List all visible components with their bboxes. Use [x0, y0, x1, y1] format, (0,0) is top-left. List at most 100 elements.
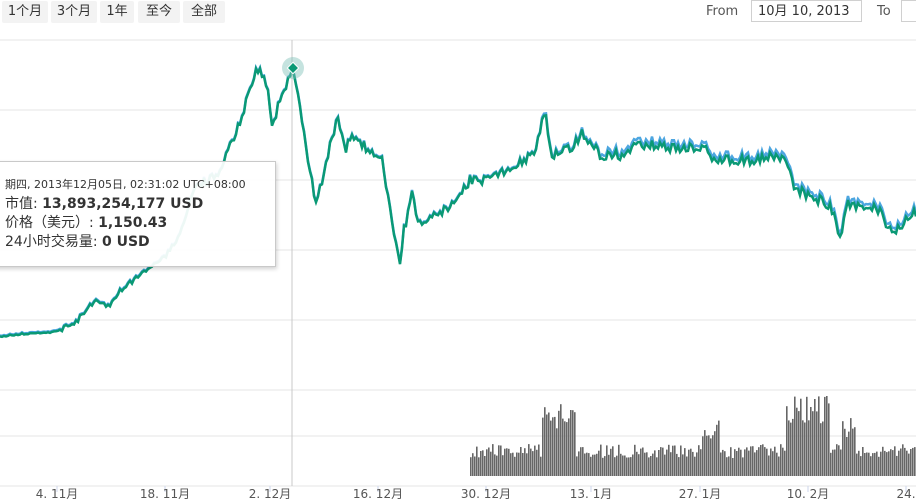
- volume-bar: [580, 447, 582, 476]
- volume-bar: [604, 456, 606, 476]
- range-button-2[interactable]: 1年: [100, 1, 134, 23]
- volume-bar: [522, 453, 524, 476]
- volume-bar: [710, 438, 712, 476]
- volume-bar: [890, 449, 892, 476]
- volume-bar: [876, 451, 878, 476]
- volume-bar: [908, 453, 910, 476]
- hover-point: [286, 61, 300, 75]
- volume-bar: [742, 457, 744, 476]
- volume-bar: [472, 453, 474, 476]
- volume-bar: [750, 446, 752, 476]
- volume-bar: [548, 412, 550, 476]
- volume-bar: [614, 457, 616, 476]
- volume-bar: [532, 451, 534, 476]
- volume-bar: [780, 444, 782, 476]
- range-button-0[interactable]: 1个月: [2, 1, 48, 23]
- volume-bar: [800, 398, 802, 476]
- volume-bar: [910, 449, 912, 476]
- x-tick-label: 2. 12月: [249, 487, 292, 499]
- volume-bar: [646, 452, 648, 476]
- to-label: To: [877, 4, 891, 19]
- volume-bar: [658, 450, 660, 476]
- volume-bar: [620, 453, 622, 476]
- x-tick-label: 13. 1月: [570, 487, 613, 499]
- volume-bar: [638, 454, 640, 476]
- volume-bar: [516, 452, 518, 476]
- volume-bar: [514, 456, 516, 476]
- x-tick-label: 27. 1月: [679, 487, 722, 499]
- x-tick-label: 16. 12月: [353, 487, 403, 499]
- range-button-3[interactable]: 至今: [138, 1, 180, 23]
- volume-bar: [626, 457, 628, 476]
- volume-bar: [544, 407, 546, 476]
- volume-bar: [842, 421, 844, 476]
- hover-marker: [282, 57, 304, 79]
- x-tick-label: 18. 11月: [140, 487, 190, 499]
- volume-bar: [590, 456, 592, 476]
- volume-bar: [556, 428, 558, 476]
- to-date-input[interactable]: [901, 0, 916, 22]
- volume-bar: [764, 447, 766, 476]
- volume-bar: [850, 418, 852, 476]
- volume-bar: [508, 448, 510, 476]
- volume-bar: [874, 452, 876, 476]
- volume-bar: [866, 452, 868, 476]
- volume-bar: [680, 445, 682, 476]
- volume-bar: [838, 445, 840, 476]
- volume-bar: [592, 454, 594, 476]
- volume-bar: [726, 457, 728, 476]
- volume-bar: [822, 421, 824, 476]
- volume-bar: [854, 427, 856, 476]
- tooltip-price: 价格（美元）: 1,150.43: [5, 215, 168, 231]
- volume-bar: [808, 420, 810, 476]
- volume-bar: [618, 444, 620, 476]
- volume-bar: [684, 448, 686, 476]
- volume-bar: [714, 431, 716, 476]
- volume-bar: [612, 446, 614, 476]
- volume-bar: [512, 452, 514, 476]
- x-tick-label: 10. 2月: [787, 487, 830, 499]
- volume-bar: [594, 454, 596, 476]
- from-date-input[interactable]: 10月 10, 2013: [751, 0, 862, 22]
- tooltip-market-cap: 市值: 13,893,254,177 USD: [5, 196, 204, 212]
- volume-bar: [858, 450, 860, 476]
- volume-bar: [688, 449, 690, 476]
- volume-bar: [912, 447, 914, 476]
- volume-bar: [752, 446, 754, 476]
- volume-bar: [828, 403, 830, 476]
- volume-bar: [502, 455, 504, 476]
- volume-bar: [690, 448, 692, 476]
- volume-bar: [758, 447, 760, 476]
- volume-bar: [830, 452, 832, 476]
- x-axis: 4. 11月 18. 11月 2. 12月 16. 12月 30. 12月 13. 1月 2…: [36, 486, 916, 499]
- volume-bar: [598, 450, 600, 476]
- volume-bar: [490, 451, 492, 476]
- volume-bar: [596, 453, 598, 476]
- volume-bar: [732, 458, 734, 476]
- volume-bar: [888, 451, 890, 476]
- volume-bar: [518, 452, 520, 476]
- volume-bar: [778, 456, 780, 476]
- volume-bar: [478, 457, 480, 476]
- volume-bar: [774, 446, 776, 476]
- volume-bar: [722, 449, 724, 476]
- volume-bar: [700, 449, 702, 476]
- volume-bar: [538, 444, 540, 476]
- volume-bar: [784, 450, 786, 476]
- volume-bar: [720, 452, 722, 476]
- volume-bar: [728, 456, 730, 476]
- volume-bar: [816, 411, 818, 476]
- volume-bar: [570, 410, 572, 476]
- range-button-4[interactable]: 全部: [183, 1, 225, 23]
- volume-bar: [664, 454, 666, 476]
- volume-bar: [624, 455, 626, 476]
- range-button-1[interactable]: 3个月: [51, 1, 97, 23]
- volume-bar: [708, 435, 710, 476]
- volume-bar: [682, 454, 684, 476]
- volume-bar: [668, 444, 670, 476]
- volume-bar: [906, 450, 908, 476]
- volume-bar: [662, 447, 664, 476]
- volume-bar: [558, 410, 560, 476]
- volume-bar: [864, 453, 866, 476]
- volume-bar: [678, 457, 680, 476]
